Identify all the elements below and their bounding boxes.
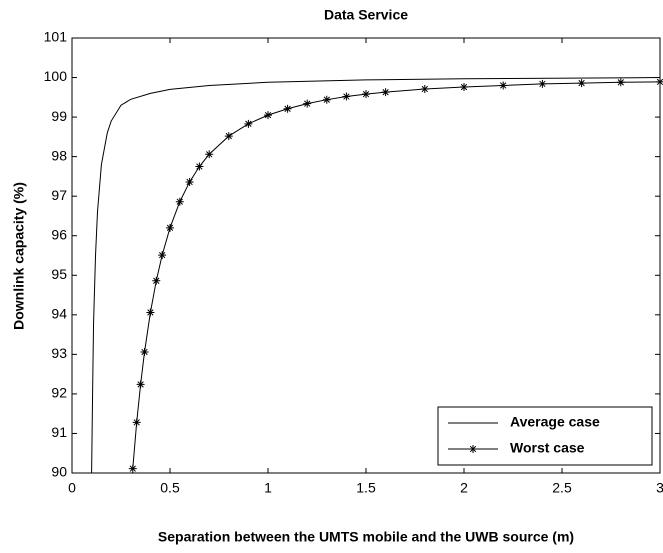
x-tick-label: 3 — [656, 480, 663, 496]
x-tick-label: 0 — [68, 480, 76, 496]
marker — [362, 90, 370, 99]
marker — [342, 92, 351, 101]
y-tick-label: 98 — [51, 147, 67, 163]
chart-title: Data Service — [324, 7, 408, 23]
legend-label: Average case — [510, 414, 600, 430]
y-tick-label: 99 — [51, 108, 67, 124]
series-line — [91, 77, 661, 474]
marker — [283, 104, 292, 113]
marker — [136, 380, 145, 389]
marker — [152, 276, 161, 285]
marker — [158, 251, 167, 260]
marker — [185, 177, 194, 186]
marker — [140, 347, 149, 356]
y-tick-label: 96 — [51, 226, 67, 242]
y-tick-label: 95 — [51, 266, 67, 282]
marker — [166, 223, 174, 232]
x-tick-label: 1.5 — [356, 480, 376, 496]
x-tick-label: 2.5 — [552, 480, 572, 496]
marker — [175, 197, 184, 206]
marker — [499, 81, 508, 90]
y-tick-label: 90 — [51, 464, 67, 480]
marker — [195, 162, 204, 171]
marker — [303, 99, 312, 108]
marker — [128, 464, 137, 473]
marker — [132, 418, 141, 427]
marker — [656, 77, 663, 86]
marker — [146, 308, 155, 317]
x-tick-label: 0.5 — [160, 480, 180, 496]
x-tick-label: 1 — [264, 480, 272, 496]
y-tick-label: 94 — [51, 306, 67, 322]
marker — [224, 132, 233, 141]
legend-marker — [469, 445, 477, 453]
series-line — [132, 81, 661, 469]
marker — [264, 111, 272, 120]
marker — [381, 88, 390, 97]
y-tick-label: 97 — [51, 187, 67, 203]
marker — [322, 95, 331, 104]
plot-area — [71, 37, 661, 474]
marker — [616, 78, 625, 87]
marker — [205, 150, 214, 159]
marker — [420, 85, 429, 94]
legend-label: Worst case — [510, 440, 585, 456]
y-tick-label: 93 — [51, 345, 67, 361]
marker — [460, 83, 468, 92]
y-tick-label: 91 — [51, 424, 67, 440]
x-axis-label: Separation between the UMTS mobile and t… — [158, 529, 574, 545]
y-tick-label: 92 — [51, 385, 67, 401]
x-tick-label: 2 — [460, 480, 468, 496]
marker — [577, 79, 586, 88]
y-tick-label: 101 — [44, 29, 68, 45]
y-axis-label: Downlink capacity (%) — [11, 182, 27, 330]
y-tick-label: 100 — [44, 68, 68, 84]
legend — [437, 406, 653, 466]
marker — [244, 119, 253, 128]
marker — [538, 79, 547, 88]
